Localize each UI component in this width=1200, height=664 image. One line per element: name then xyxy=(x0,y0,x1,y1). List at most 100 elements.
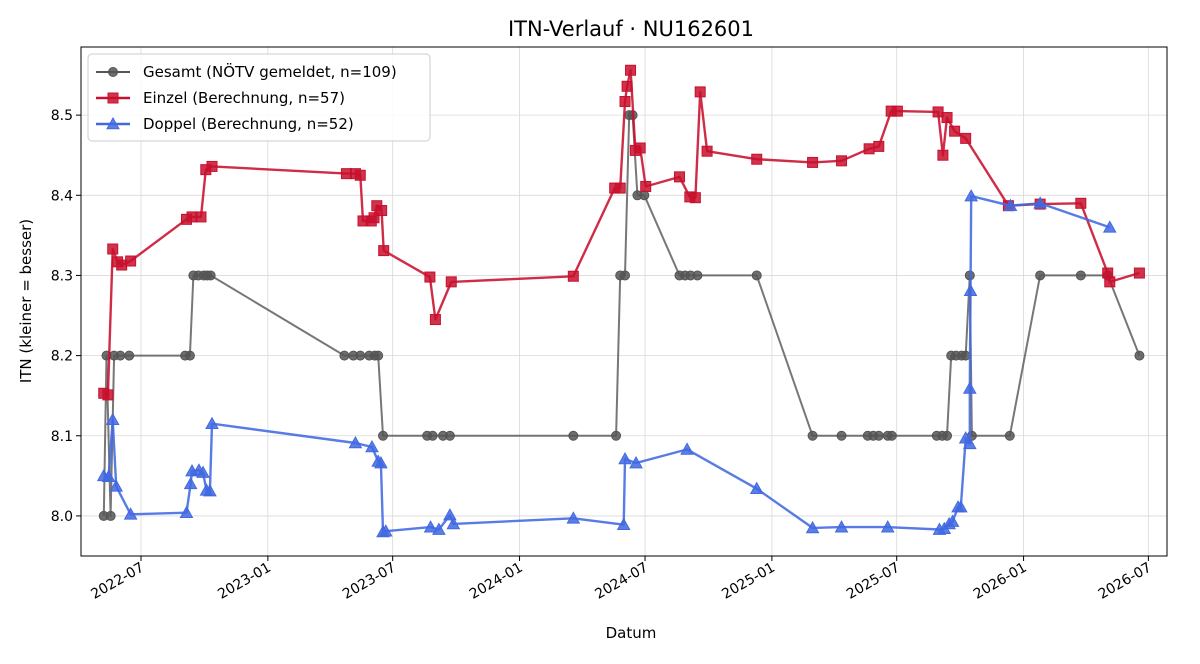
data-point xyxy=(445,276,457,288)
data-point xyxy=(105,412,120,426)
data-point xyxy=(807,156,819,168)
data-point xyxy=(365,439,379,453)
data-point xyxy=(378,245,390,257)
legend-box xyxy=(87,53,431,142)
data-point xyxy=(355,350,366,361)
y-tick-label: 8.1 xyxy=(51,429,73,445)
y-tick-label: 8.0 xyxy=(51,509,73,525)
y-axis-label: ITN (kleiner = besser) xyxy=(17,219,35,383)
data-point xyxy=(680,442,694,455)
data-point xyxy=(621,80,633,92)
data-point xyxy=(1075,270,1086,281)
data-point xyxy=(206,160,218,172)
data-point xyxy=(196,465,210,478)
data-point xyxy=(368,212,380,224)
data-point xyxy=(1104,276,1116,288)
data-point xyxy=(1033,196,1047,209)
data-point xyxy=(932,106,944,118)
data-point xyxy=(963,283,978,296)
data-point xyxy=(184,350,195,361)
data-point xyxy=(962,381,977,394)
data-point xyxy=(836,155,848,167)
data-point xyxy=(836,430,847,441)
data-point xyxy=(109,479,124,492)
data-point xyxy=(378,524,393,537)
data-point xyxy=(567,270,579,282)
legend: Gesamt (NÖTV gemeldet, n=109) Einzel (Ber… xyxy=(87,53,431,142)
data-point xyxy=(107,243,119,255)
data-point xyxy=(179,505,194,519)
data-point xyxy=(124,350,135,361)
legend-swatch-marker xyxy=(108,67,118,77)
data-point xyxy=(1035,270,1046,281)
data-point xyxy=(339,350,350,361)
data-point xyxy=(694,86,706,98)
data-point xyxy=(689,192,701,204)
legend-swatch-marker xyxy=(106,116,120,130)
data-point xyxy=(1102,220,1117,233)
data-point xyxy=(629,455,643,469)
chart-title: ITN-Verlauf · NU162601 xyxy=(508,17,754,41)
data-point xyxy=(115,350,126,361)
data-point xyxy=(807,430,818,441)
data-point xyxy=(205,416,219,430)
data-point xyxy=(1133,267,1145,279)
data-point xyxy=(566,511,581,524)
data-point xyxy=(964,189,979,202)
y-tick-label: 8.4 xyxy=(51,188,73,204)
data-point xyxy=(125,255,137,267)
data-point xyxy=(373,350,384,361)
data-point xyxy=(805,520,820,534)
data-point xyxy=(634,142,646,154)
data-point xyxy=(962,436,977,450)
data-point xyxy=(945,514,960,527)
series-layer xyxy=(96,64,1145,538)
data-point xyxy=(1134,350,1145,361)
data-point xyxy=(949,125,961,137)
data-point xyxy=(942,430,953,441)
data-point xyxy=(446,516,461,530)
data-point xyxy=(751,270,762,281)
data-point xyxy=(614,182,626,194)
x-axis-label: Datum xyxy=(606,624,657,642)
data-point xyxy=(427,430,438,441)
series-triangle xyxy=(96,189,1117,538)
data-point xyxy=(880,520,895,533)
legend-entry-label: Doppel (Berechnung, n=52) xyxy=(143,115,354,133)
data-point xyxy=(205,270,216,281)
data-point xyxy=(640,180,652,192)
data-point xyxy=(374,455,388,469)
data-point xyxy=(1003,198,1018,212)
data-point xyxy=(195,211,207,223)
data-point xyxy=(354,169,366,181)
data-point xyxy=(376,205,388,217)
data-point xyxy=(443,508,457,521)
data-point xyxy=(429,314,441,326)
data-point xyxy=(102,389,114,401)
data-point xyxy=(625,64,637,76)
data-point xyxy=(203,484,217,497)
data-point xyxy=(424,271,436,283)
data-point xyxy=(611,430,622,441)
data-point xyxy=(941,112,953,124)
data-point xyxy=(692,270,703,281)
data-point xyxy=(423,520,438,533)
data-point xyxy=(953,500,968,513)
data-point xyxy=(620,270,631,281)
data-point xyxy=(616,517,631,531)
data-point xyxy=(751,153,763,165)
y-tick-label: 8.2 xyxy=(51,349,73,365)
data-point xyxy=(639,190,650,201)
data-point xyxy=(1004,430,1015,441)
plot-frame xyxy=(80,46,1168,557)
y-tick-label: 8.5 xyxy=(51,108,73,124)
legend-swatch-marker xyxy=(107,92,119,104)
data-point xyxy=(105,510,116,521)
data-point xyxy=(1075,197,1087,209)
data-point xyxy=(701,145,713,157)
data-point xyxy=(618,451,632,465)
data-point xyxy=(960,350,971,361)
data-point xyxy=(348,435,363,449)
data-point xyxy=(749,481,764,494)
